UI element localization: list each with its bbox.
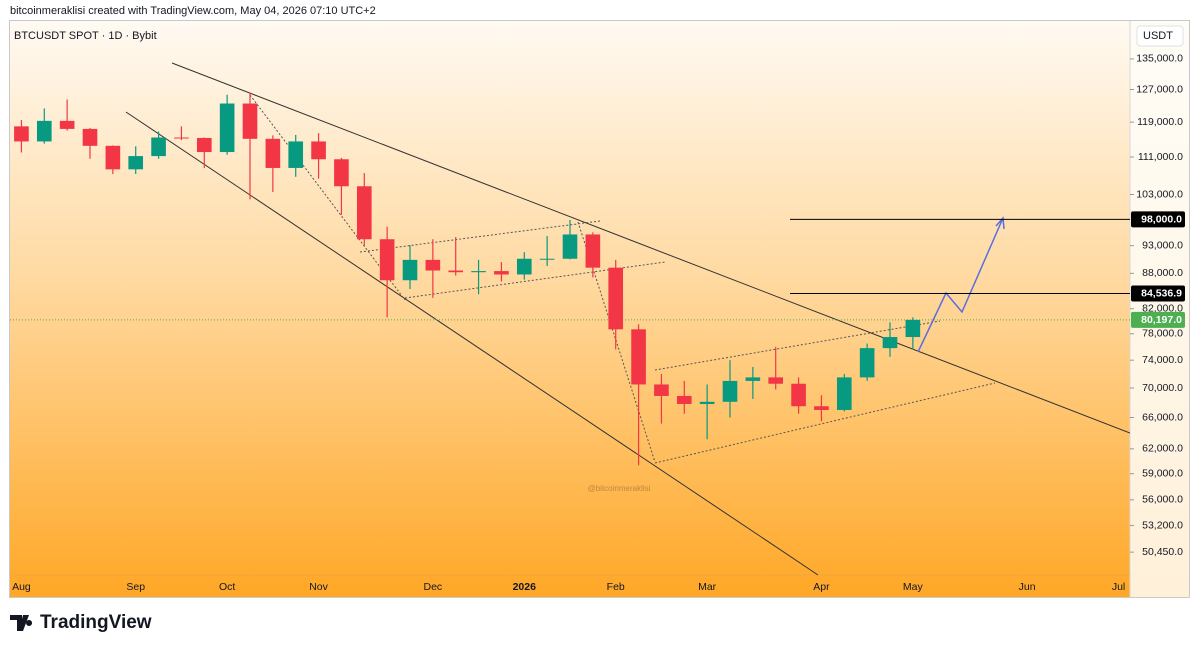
candle-body xyxy=(745,377,761,381)
price-label-box xyxy=(1131,311,1185,328)
candle-body xyxy=(471,271,486,273)
x-tick-label: Dec xyxy=(424,581,443,593)
y-tick-label: 62,000.0 xyxy=(1142,443,1183,455)
candle-body xyxy=(814,406,829,410)
y-tick-label: 135,000.0 xyxy=(1136,53,1183,65)
candle-body xyxy=(631,329,646,385)
candle-body xyxy=(859,348,875,378)
projection-path xyxy=(917,217,1004,353)
y-tick-label: 50,450.0 xyxy=(1142,546,1183,558)
price-label-box xyxy=(1131,211,1185,228)
candle-body xyxy=(151,137,166,157)
footer-logo: TradingView xyxy=(10,612,152,633)
y-tick-label: 78,000.0 xyxy=(1142,328,1183,340)
x-tick-label: Jul xyxy=(1112,581,1125,593)
price-label: 84,536.9 xyxy=(1141,288,1182,300)
y-tick-label: 111,000.0 xyxy=(1138,151,1183,163)
candle-body xyxy=(676,395,692,405)
y-tick-label: 53,200.0 xyxy=(1142,519,1183,531)
price-label: 98,000.0 xyxy=(1141,214,1182,226)
candle-body xyxy=(768,377,784,384)
candle-body xyxy=(356,186,372,240)
x-tick-label: Apr xyxy=(813,581,830,593)
candle-body xyxy=(905,319,921,338)
candle-body xyxy=(311,141,326,160)
x-tick-label: Jun xyxy=(1019,581,1036,593)
candle-body xyxy=(562,234,578,259)
y-tick-label: 70,000.0 xyxy=(1142,382,1183,394)
candle-body xyxy=(699,401,715,405)
dotted-line xyxy=(249,94,406,301)
footer-bar xyxy=(0,600,1200,647)
projection-arrow xyxy=(995,216,1005,230)
candle-body xyxy=(448,270,464,273)
y-tick-label: 119,000.0 xyxy=(1137,116,1183,128)
candle-body xyxy=(36,120,52,142)
candle-body xyxy=(105,145,121,170)
candle-body xyxy=(219,103,235,153)
x-tick-label: Feb xyxy=(607,581,625,593)
x-tick-label: Nov xyxy=(309,581,328,593)
x-tick-label: Sep xyxy=(126,581,145,593)
y-tick-label: 66,000.0 xyxy=(1142,411,1183,423)
candle-body xyxy=(585,234,601,268)
candle-body xyxy=(128,156,144,170)
candle-body xyxy=(174,137,189,139)
x-tick-label: Oct xyxy=(219,581,235,593)
candle-body xyxy=(654,384,669,396)
unit-label: USDT xyxy=(1143,30,1173,42)
x-tick-label: 2026 xyxy=(513,581,537,593)
candle-body xyxy=(59,120,75,129)
candle-body xyxy=(608,267,624,330)
candle-body xyxy=(494,271,509,275)
chart-panel xyxy=(9,20,1190,598)
candle-body xyxy=(836,377,852,410)
symbol-title: BTCUSDT SPOT · 1D · Bybit xyxy=(14,30,157,42)
candle-body xyxy=(242,103,258,139)
candle-body xyxy=(196,137,212,153)
candle-body xyxy=(882,337,898,349)
candle-body xyxy=(722,380,738,402)
trendline xyxy=(125,111,819,576)
channel-line xyxy=(654,320,941,371)
y-tick-label: 59,000.0 xyxy=(1142,467,1183,479)
y-tick-label: 88,000.0 xyxy=(1142,267,1183,279)
channel-line xyxy=(359,220,601,253)
watermark: @bitcoinmeraklisi xyxy=(588,484,651,493)
trendline xyxy=(171,62,1130,434)
credit: bitcoinmeraklisi created with TradingVie… xyxy=(10,5,376,17)
y-tick-label: 82,000.0 xyxy=(1142,303,1183,315)
candle-body xyxy=(402,259,418,281)
y-tick-label: 93,000.0 xyxy=(1142,239,1183,251)
drawings xyxy=(125,62,1130,576)
y-tick-label: 127,000.0 xyxy=(1136,83,1183,95)
y-tick-label: 74,000.0 xyxy=(1142,354,1183,366)
y-tick-label: 103,000.0 xyxy=(1136,188,1183,200)
candle-body xyxy=(265,138,281,168)
price-axis-panel xyxy=(1130,21,1189,597)
candle-body xyxy=(82,128,98,146)
candle-body xyxy=(288,141,304,168)
logo-icon xyxy=(10,615,33,631)
candle-body xyxy=(516,258,532,275)
candle-body xyxy=(14,126,29,142)
candle-body xyxy=(539,258,555,260)
y-tick-label: 56,000.0 xyxy=(1142,494,1183,506)
candle-body xyxy=(425,259,441,271)
unit-box xyxy=(1136,25,1184,47)
price-label-box xyxy=(1131,285,1185,302)
brand: TradingView xyxy=(40,612,152,633)
marks: 135,000.0 127,000.0 119,000.0 111,000.0 103,… xyxy=(10,53,1185,593)
price-label: 80,197.0 xyxy=(1141,314,1182,326)
candle-body xyxy=(334,159,349,187)
x-tick-label: May xyxy=(903,581,924,593)
x-tick-label: Aug xyxy=(12,581,31,593)
x-tick-label: Mar xyxy=(698,581,717,593)
candle-body xyxy=(791,383,806,407)
candle-body xyxy=(379,239,395,281)
